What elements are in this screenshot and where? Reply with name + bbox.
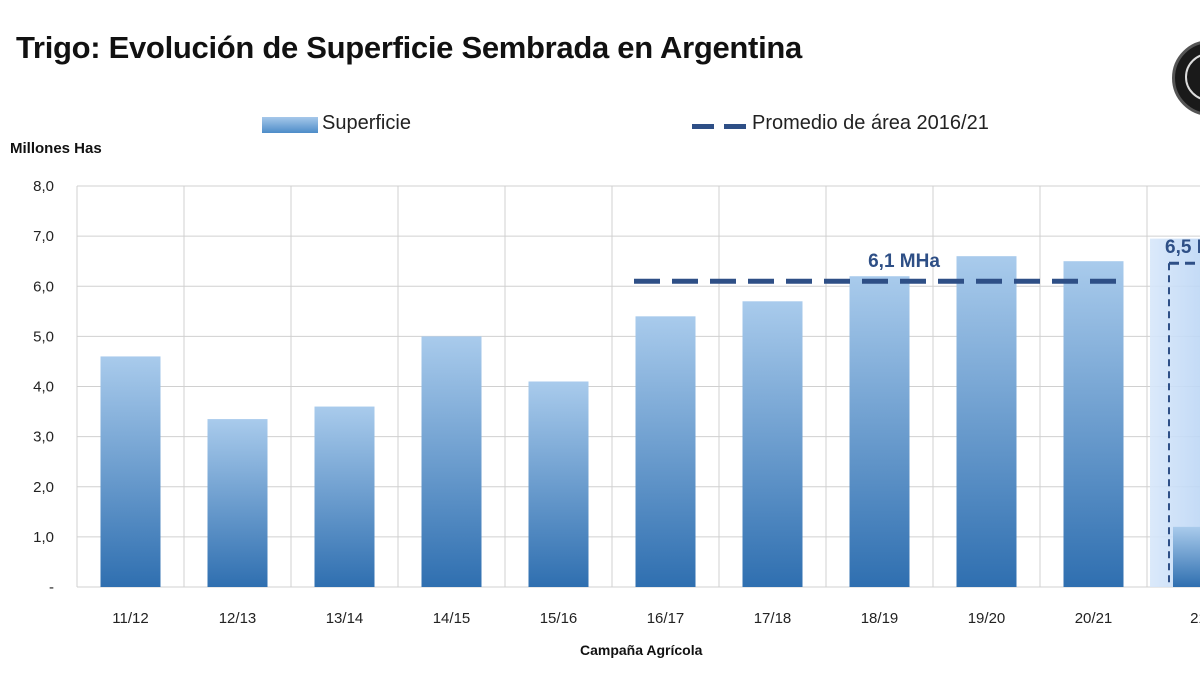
bar-16-17 [635, 316, 696, 587]
bar-21- [1173, 526, 1200, 587]
x-tick-label: 11/12 [112, 610, 148, 627]
y-axis-label: Millones Has [10, 140, 102, 157]
legend-superficie-label: Superficie [322, 112, 411, 134]
x-tick-label: 21/ [1190, 610, 1200, 627]
x-tick-label: 19/20 [968, 610, 1006, 627]
y-tick-label: 2,0 [33, 479, 54, 496]
chart-title: Trigo: Evolución de Superficie Sembrada … [16, 30, 802, 65]
legend-promedio-label: Promedio de área 2016/21 [752, 112, 989, 134]
y-tick-label: 7,0 [33, 228, 54, 245]
y-tick-label: 5,0 [33, 328, 54, 345]
bar-15-16 [528, 381, 589, 587]
bar-17-18 [742, 301, 803, 587]
bar-18-19 [849, 276, 910, 587]
x-tick-label: 18/19 [861, 610, 899, 627]
y-tick-label: 3,0 [33, 429, 54, 446]
x-tick-label: 15/16 [540, 610, 578, 627]
x-tick-label: 20/21 [1075, 610, 1113, 627]
y-tick-label: 8,0 [33, 178, 54, 195]
y-tick-label: 6,0 [33, 278, 54, 295]
bar-19-20 [956, 256, 1017, 587]
bar-14-15 [421, 336, 482, 587]
bar-13-14 [314, 406, 375, 587]
bar-11-12 [100, 356, 161, 587]
x-tick-label: 16/17 [647, 610, 685, 627]
bar-20-21 [1063, 261, 1124, 587]
average-line-label: 6,1 MHa [868, 251, 940, 272]
x-tick-label: 14/15 [433, 610, 471, 627]
x-tick-label: 13/14 [326, 610, 364, 627]
x-tick-label: 17/18 [754, 610, 792, 627]
y-tick-label: 4,0 [33, 379, 54, 396]
current-campaign-label: 6,5 M [1165, 237, 1200, 258]
bar-12-13 [207, 419, 268, 587]
legend-promedio-dash-1 [692, 124, 714, 129]
x-tick-label: 12/13 [219, 610, 257, 627]
y-tick-label: - [49, 579, 54, 596]
legend-superficie-swatch [262, 117, 318, 133]
x-axis-label: Campaña Agrícola [580, 642, 703, 658]
y-tick-label: 1,0 [33, 529, 54, 546]
legend-promedio-dash-2 [724, 124, 746, 129]
